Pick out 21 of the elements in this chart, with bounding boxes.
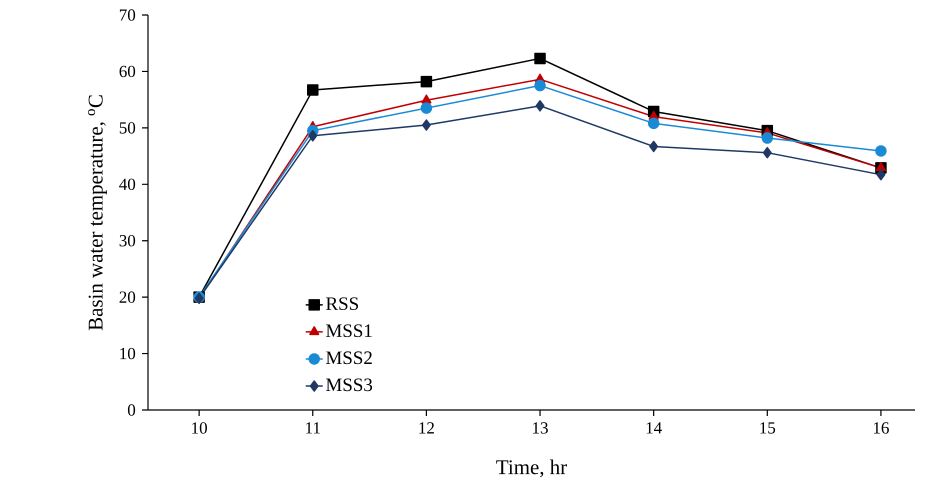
- x-tick-label: 14: [646, 422, 662, 434]
- y-tick-label: 70: [120, 9, 136, 21]
- x-axis-title: Time, hr: [496, 460, 567, 478]
- y-tick-label: 50: [120, 122, 136, 134]
- legend-label: MSS3: [326, 378, 372, 392]
- x-tick-label: 13: [533, 422, 548, 434]
- legend-label: MSS1: [326, 324, 372, 338]
- y-tick-label: 40: [119, 178, 136, 190]
- y-tick-label: 60: [120, 66, 136, 78]
- x-tick-label: 11: [306, 422, 320, 434]
- y-tick-label: 0: [128, 404, 136, 416]
- x-tick-label: 12: [419, 422, 434, 434]
- x-tick-label: 10: [192, 422, 207, 434]
- y-tick-label: 30: [120, 235, 136, 246]
- x-tick-label: 16: [874, 422, 889, 434]
- y-axis-title: Basin water temperature, $^{o}$C: [88, 95, 107, 330]
- legend-label: MSS2: [326, 351, 372, 364]
- y-tick-label: 10: [120, 348, 136, 360]
- y-tick-label: 20: [120, 291, 136, 303]
- legend-label: RSS: [326, 297, 358, 310]
- x-tick-label: 15: [760, 422, 776, 434]
